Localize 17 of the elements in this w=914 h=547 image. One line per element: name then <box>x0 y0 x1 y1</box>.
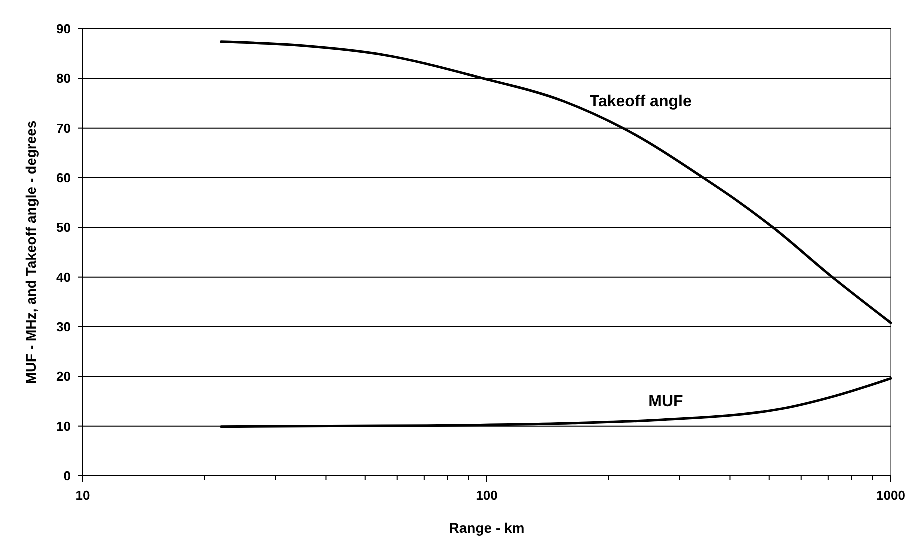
series-label: MUF <box>648 393 684 410</box>
y-tick-label: 70 <box>56 120 71 136</box>
y-tick-label: 0 <box>64 468 71 484</box>
y-tick-label: 10 <box>56 418 71 434</box>
x-tick-label: 10 <box>76 488 90 503</box>
y-tick-label: 50 <box>56 220 71 236</box>
x-axis-title: Range - km <box>449 520 525 536</box>
x-tick-label: 100 <box>476 488 498 503</box>
y-axis-title: MUF - MHz, and Takeoff angle - degrees <box>23 120 39 384</box>
y-tick-label: 90 <box>56 22 71 37</box>
series-label: Takeoff angle <box>590 94 692 111</box>
y-tick-label: 80 <box>56 71 71 86</box>
y-tick-label: 30 <box>56 320 71 335</box>
y-tick-label: 40 <box>56 270 71 285</box>
y-tick-label: 60 <box>56 170 71 186</box>
x-tick-label: 1000 <box>876 488 906 503</box>
y-tick-label: 20 <box>56 369 71 384</box>
